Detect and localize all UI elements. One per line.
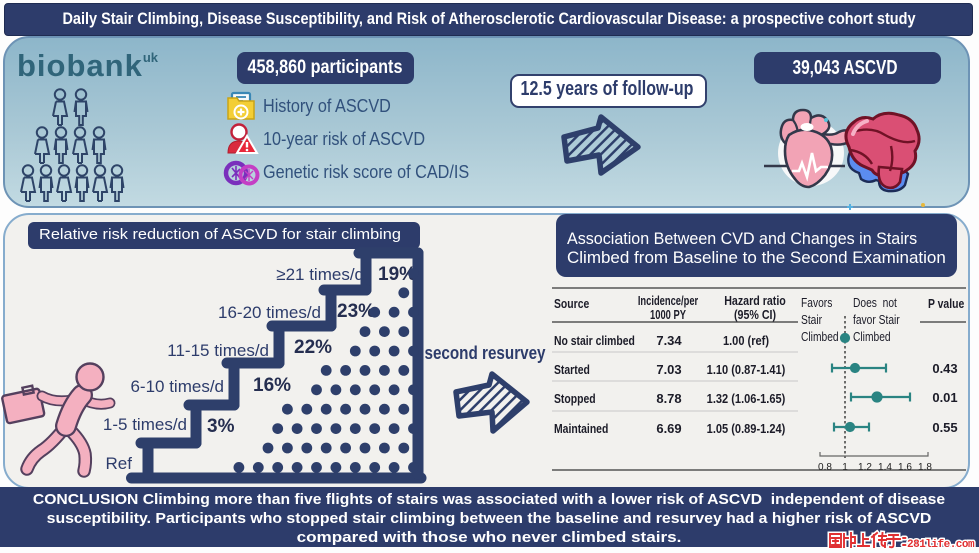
svg-text:281life.com: 281life.com [907, 539, 975, 551]
